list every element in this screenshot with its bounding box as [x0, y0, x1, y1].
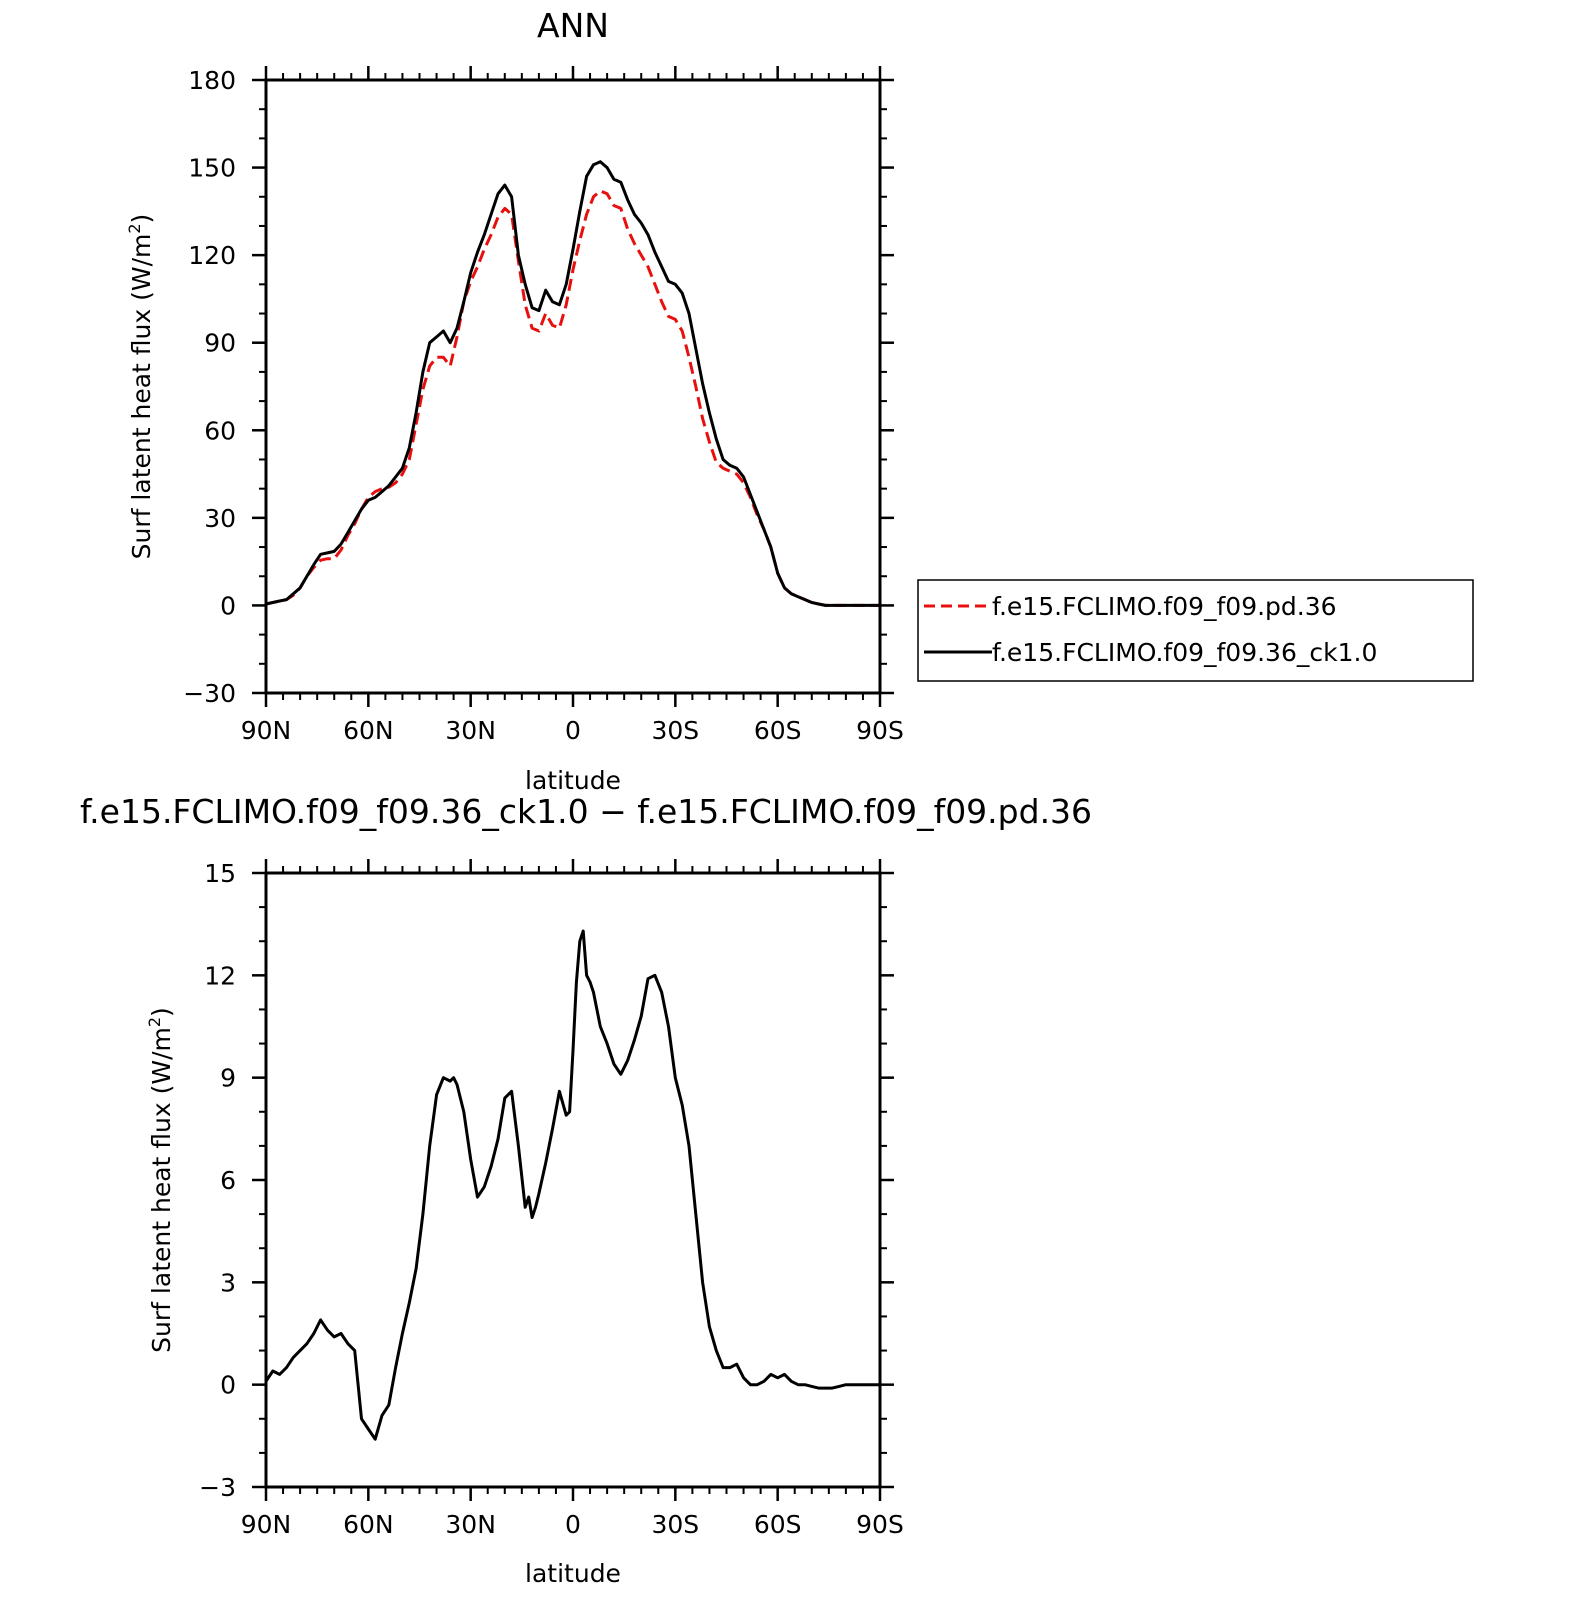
y-tick-label: 90: [204, 329, 236, 358]
x-tick-label: 90S: [856, 1510, 904, 1539]
x-tick-label: 30S: [651, 1510, 699, 1539]
bottom-panel-title: f.e15.FCLIMO.f09_f09.36_ck1.0 − f.e15.FC…: [80, 792, 1092, 831]
top-panel-y-axis-label: Surf latent heat flux (W/m2): [125, 214, 156, 560]
x-tick-label: 30N: [445, 1510, 496, 1539]
x-tick-label: 90N: [241, 716, 292, 745]
x-tick-label: 90N: [241, 1510, 292, 1539]
y-tick-label: 150: [188, 154, 236, 183]
y-tick-label: 9: [220, 1064, 236, 1093]
bottom-panel-frame: [264, 871, 882, 1489]
top-y-label-end: ): [127, 214, 156, 224]
bottom-y-label-end: ): [147, 1007, 176, 1017]
bottom-panel-series: [264, 929, 880, 1441]
x-tick-label: 0: [565, 1510, 581, 1539]
legend: f.e15.FCLIMO.f09_f09.pd.36 f.e15.FCLIMO.…: [917, 579, 1474, 682]
series-line-1: [265, 160, 880, 607]
series-line-0: [264, 929, 880, 1441]
bottom-panel-y-axis-label: Surf latent heat flux (W/m2): [145, 1007, 176, 1353]
x-tick-label: 30S: [651, 716, 699, 745]
x-tick-label: 60S: [754, 716, 802, 745]
top-y-label-main: Surf latent heat flux (W/m: [127, 234, 156, 560]
y-tick-label: 0: [220, 591, 236, 620]
legend-label-ck1: f.e15.FCLIMO.f09_f09.36_ck1.0: [992, 638, 1377, 667]
top-panel: ANN 90N 60N 30N 0 30S 60S 90S −30 0 30 60 90 120 150 1…: [125, 6, 1474, 795]
y-tick-label: 30: [204, 504, 236, 533]
y-tick-label: −3: [199, 1473, 236, 1502]
top-panel-series: [265, 160, 880, 607]
x-tick-label: 30N: [445, 716, 496, 745]
top-panel-title: ANN: [537, 6, 609, 45]
top-y-label-sup: 2: [125, 223, 144, 233]
top-panel-tick-labels: 90N 60N 30N 0 30S 60S 90S −30 0 30 60 90 120 150 180: [183, 66, 904, 745]
y-tick-label: 3: [220, 1268, 236, 1297]
x-tick-label: 60S: [754, 1510, 802, 1539]
y-tick-label: 15: [204, 859, 236, 888]
x-tick-label: 60N: [343, 716, 394, 745]
bottom-y-label-main: Surf latent heat flux (W/m: [147, 1027, 176, 1353]
bottom-panel: f.e15.FCLIMO.f09_f09.36_ck1.0 − f.e15.FC…: [80, 792, 1092, 1588]
y-tick-label: 0: [220, 1371, 236, 1400]
y-tick-label: 60: [204, 416, 236, 445]
bottom-panel-tick-labels: 90N 60N 30N 0 30S 60S 90S −3 0 3 6 9 12 15: [199, 859, 904, 1539]
x-tick-label: 0: [565, 716, 581, 745]
legend-box: [917, 579, 1474, 682]
y-tick-label: 12: [204, 961, 236, 990]
y-tick-label: 120: [188, 241, 236, 270]
top-panel-frame: [264, 78, 882, 695]
bottom-panel-x-axis-label: latitude: [525, 1559, 621, 1588]
top-panel-x-axis-label: latitude: [525, 766, 621, 795]
legend-label-pd36: f.e15.FCLIMO.f09_f09.pd.36: [992, 592, 1337, 621]
bottom-panel-ticks: [252, 859, 894, 1501]
x-tick-label: 60N: [343, 1510, 394, 1539]
y-tick-label: −30: [183, 679, 236, 708]
top-panel-ticks: [252, 66, 894, 707]
bottom-y-label-sup: 2: [145, 1017, 164, 1027]
y-tick-label: 6: [220, 1166, 236, 1195]
x-tick-label: 90S: [856, 716, 904, 745]
y-tick-label: 180: [188, 66, 236, 95]
